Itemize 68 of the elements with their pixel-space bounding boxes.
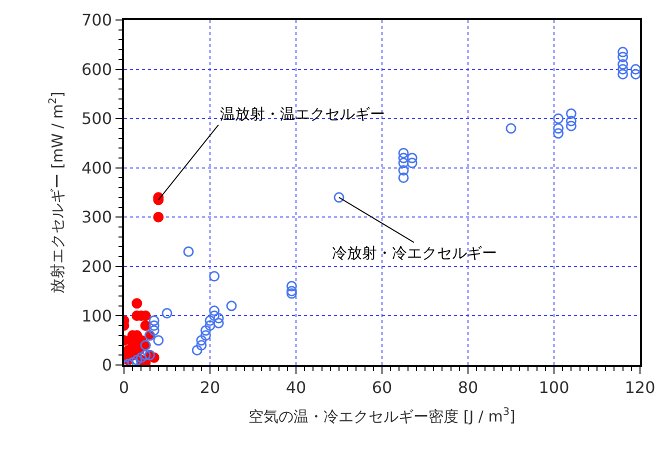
point [196, 335, 207, 346]
point [132, 354, 142, 365]
point [398, 152, 409, 164]
x-tick-label: 40 [286, 378, 306, 397]
point [204, 315, 216, 326]
point [196, 340, 207, 351]
point [334, 192, 344, 203]
point [618, 68, 628, 80]
point [286, 280, 297, 292]
point [286, 286, 297, 296]
point [132, 298, 142, 309]
point [618, 59, 628, 70]
y-tick-label: 700 [82, 10, 112, 30]
point [153, 335, 164, 346]
point [148, 315, 160, 326]
point [200, 325, 211, 336]
point [148, 320, 160, 331]
x-tick-label: 60 [372, 378, 392, 397]
x-tick-label: 80 [458, 378, 478, 397]
point [398, 172, 409, 183]
point [200, 330, 211, 341]
x-tick-label: 20 [200, 378, 220, 397]
point [618, 52, 628, 62]
point [226, 300, 237, 312]
point [162, 308, 172, 318]
point [406, 152, 418, 164]
point [553, 123, 564, 134]
y-tick-label: 300 [82, 208, 112, 227]
point [618, 46, 628, 58]
y-tick-label: 400 [82, 158, 112, 178]
x-tick-label: 100 [538, 378, 570, 397]
x-tick-label: 0 [118, 378, 130, 397]
point [618, 64, 628, 75]
point [192, 344, 202, 356]
y-tick-label: 100 [82, 306, 112, 326]
point [209, 310, 220, 321]
point [183, 246, 194, 257]
point [140, 350, 151, 360]
point [209, 271, 220, 282]
point [398, 148, 409, 158]
annotation: 冷放射・冷エクセルギー [332, 244, 497, 262]
point [213, 312, 224, 324]
point [553, 113, 564, 124]
point [506, 123, 516, 134]
point [406, 158, 418, 168]
point [286, 288, 297, 299]
point [136, 352, 146, 363]
point [148, 325, 160, 336]
y-tick-label: 600 [82, 60, 112, 79]
annotation: 温放射・温エクセルギー [220, 105, 385, 123]
point [140, 320, 151, 331]
point [209, 306, 220, 316]
point [630, 64, 640, 75]
y-tick-label: 200 [82, 257, 112, 276]
point [213, 318, 224, 328]
x-axis-title: 空気の温・冷エクセルギー密度 [J / m$^{3}$] [248, 406, 516, 426]
point [566, 120, 576, 132]
point [153, 212, 164, 222]
point [398, 165, 409, 176]
point [630, 68, 640, 80]
point [566, 116, 576, 126]
y-tick-label: 0 [102, 356, 112, 375]
point [204, 320, 216, 331]
point [553, 128, 564, 139]
point [566, 108, 576, 119]
y-tick-label: 500 [82, 109, 112, 128]
point [398, 158, 409, 168]
x-tick-label: 120 [624, 378, 656, 397]
